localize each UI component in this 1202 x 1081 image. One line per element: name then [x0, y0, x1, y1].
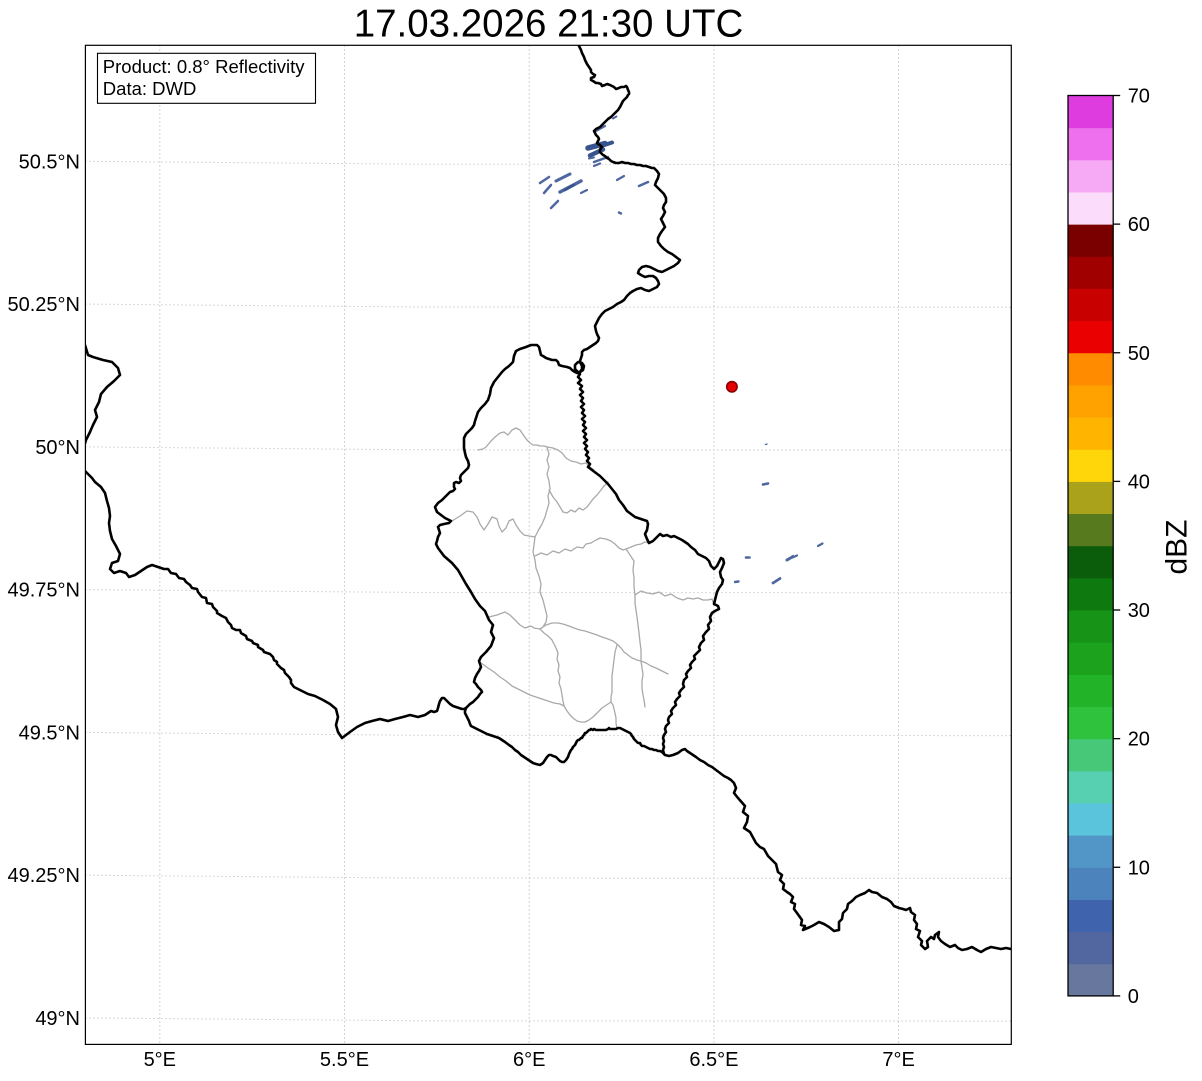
svg-text:50: 50 [1128, 343, 1150, 365]
svg-text:49.75°N: 49.75°N [8, 580, 81, 602]
svg-text:5.5°E: 5.5°E [320, 1049, 369, 1071]
svg-text:60: 60 [1128, 214, 1150, 236]
svg-text:49.5°N: 49.5°N [19, 722, 80, 744]
svg-text:49°N: 49°N [35, 1008, 80, 1030]
svg-text:Product: 0.8° Reflectivity: Product: 0.8° Reflectivity [103, 56, 305, 77]
svg-text:30: 30 [1128, 600, 1150, 622]
svg-text:70: 70 [1128, 86, 1150, 108]
svg-text:40: 40 [1128, 471, 1150, 493]
svg-text:10: 10 [1128, 857, 1150, 879]
svg-text:0: 0 [1128, 986, 1139, 1008]
svg-text:6°E: 6°E [513, 1049, 545, 1071]
svg-text:dBZ: dBZ [1161, 519, 1194, 574]
svg-text:5°E: 5°E [144, 1049, 176, 1071]
svg-text:49.25°N: 49.25°N [8, 865, 81, 887]
svg-text:50.25°N: 50.25°N [8, 294, 81, 316]
svg-text:6.5°E: 6.5°E [689, 1049, 738, 1071]
svg-text:7°E: 7°E [882, 1049, 914, 1071]
svg-text:50.5°N: 50.5°N [19, 151, 80, 173]
svg-text:17.03.2026 21:30 UTC: 17.03.2026 21:30 UTC [354, 3, 744, 46]
svg-text:50°N: 50°N [35, 437, 80, 459]
svg-text:Data: DWD: Data: DWD [103, 78, 197, 99]
svg-text:20: 20 [1128, 729, 1150, 751]
